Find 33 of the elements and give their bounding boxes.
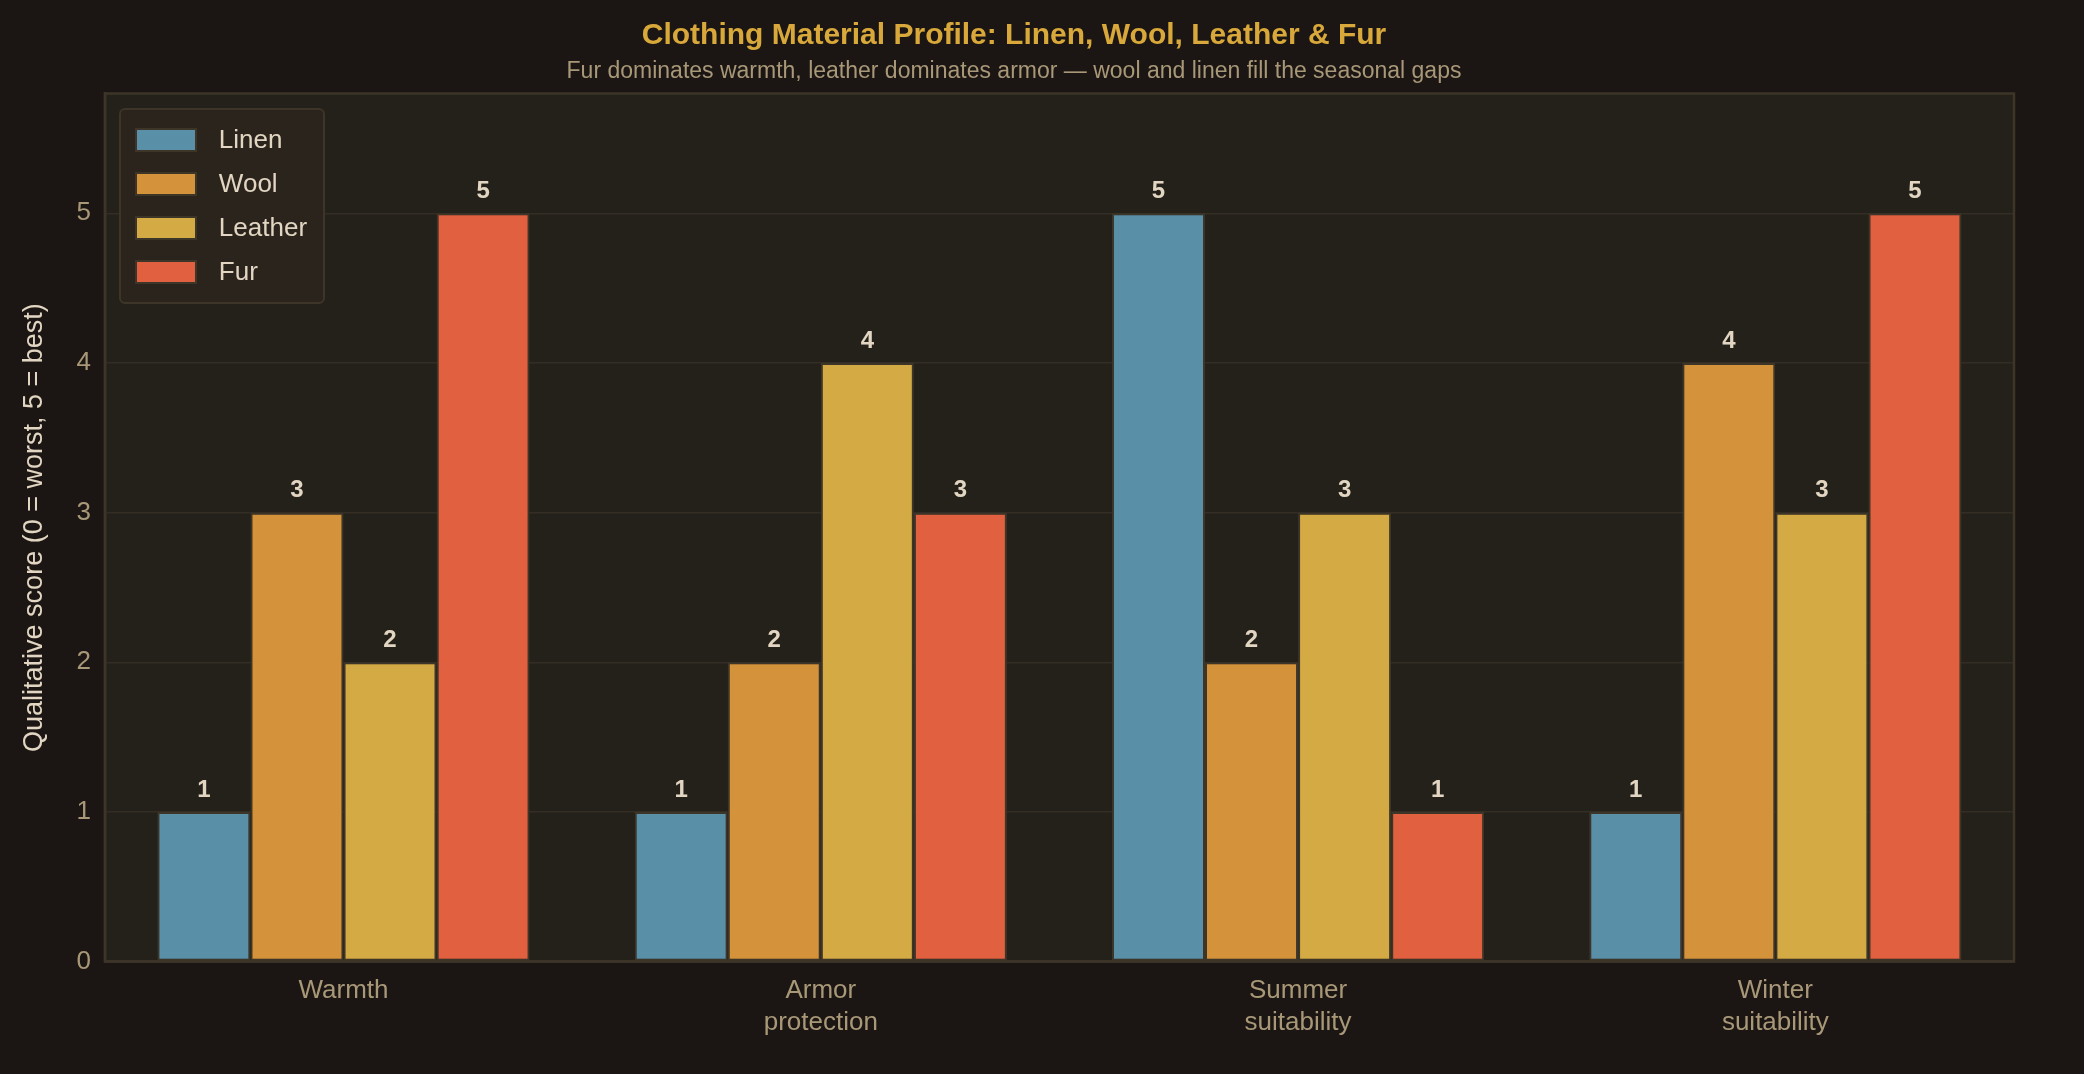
data-label: 3 [290,475,304,503]
chart-subtitle: Fur dominates warmth, leather dominates armor — wool and linen fill the seasonal gaps [566,57,1462,84]
data-label: 4 [1722,325,1737,353]
data-label: 2 [383,624,397,652]
x-tick-label: Winter suitability [1721,974,1829,1036]
data-label: 1 [674,774,688,802]
y-tick-label: 3 [76,495,91,526]
data-label: 2 [1244,624,1259,652]
legend-label: Leather [218,212,308,244]
y-tick-label: 1 [76,795,91,826]
y-tick-label: 4 [76,346,91,377]
data-label: 5 [476,175,490,203]
data-label: 5 [1908,175,1922,203]
data-label: 1 [1431,774,1445,802]
y-tick-label: 2 [76,645,91,676]
legend-label: Fur [218,256,258,288]
data-label: 3 [1337,475,1352,503]
x-tick-label: Armor protection [763,974,878,1036]
x-tick-label: Warmth [298,974,389,1005]
data-label: 3 [953,475,968,503]
data-label: 3 [1815,475,1829,503]
y-tick-label: 5 [76,196,91,227]
y-axis-title: Qualitative score (0 = worst, 5 = best) [17,303,48,752]
data-label: 1 [1629,774,1643,802]
chart-title: Clothing Material Profile: Linen, Wool, Leather & Fur [641,17,1387,51]
data-label: 2 [767,624,781,652]
data-label: 4 [860,325,875,353]
data-label: 5 [1151,175,1166,203]
data-label: 1 [197,774,211,802]
y-tick-label: 0 [76,944,91,975]
legend-label: Linen [218,124,283,156]
legend-label: Wool [218,168,278,200]
x-tick-label: Summer suitability [1244,974,1352,1036]
